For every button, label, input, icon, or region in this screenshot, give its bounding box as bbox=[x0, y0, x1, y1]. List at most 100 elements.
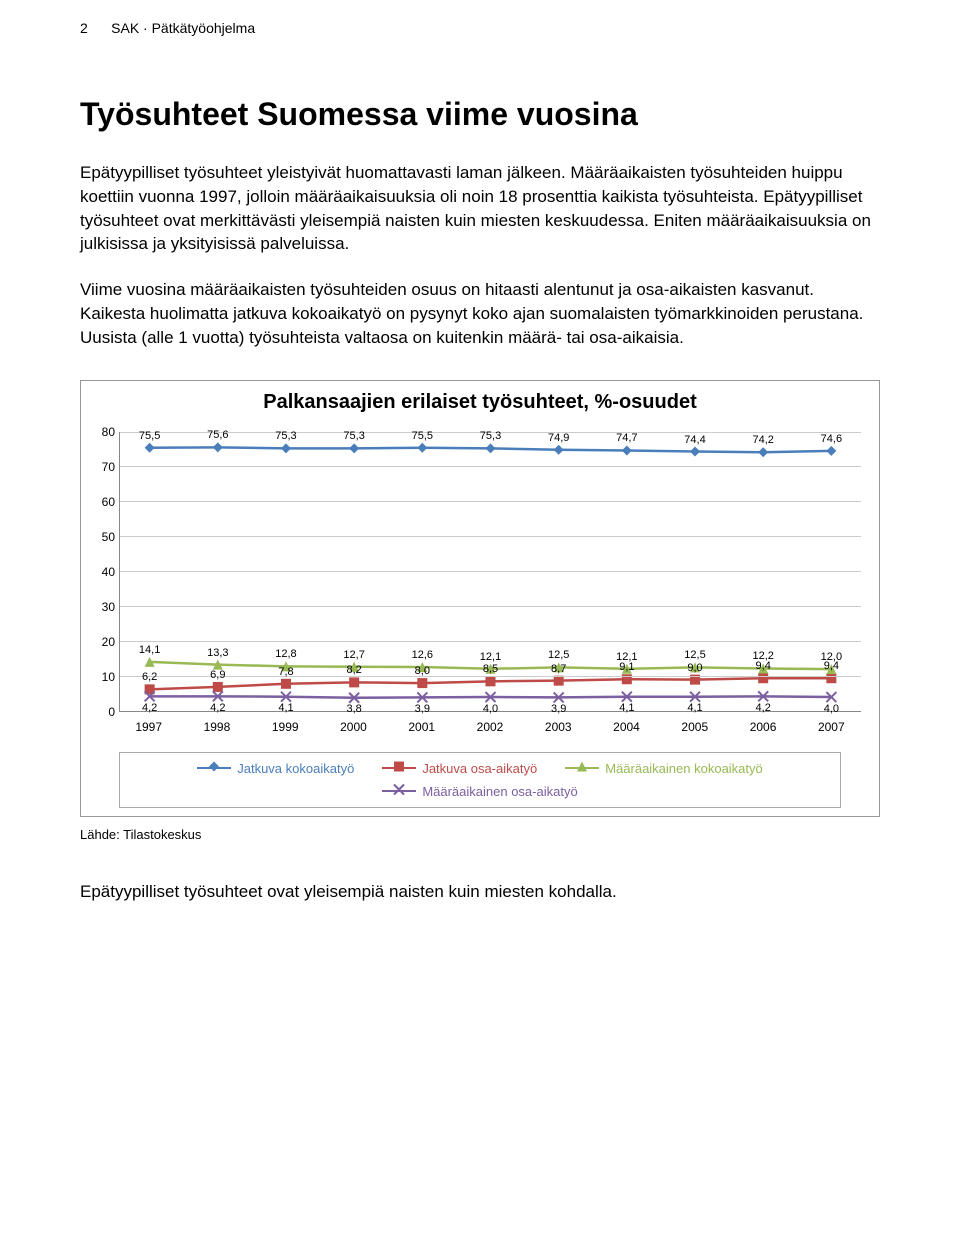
data-label: 75,5 bbox=[139, 430, 160, 442]
data-label: 74,6 bbox=[821, 433, 842, 445]
plot-area: 75,575,675,375,375,575,374,974,774,474,2… bbox=[119, 432, 861, 712]
data-label: 7,8 bbox=[278, 666, 293, 678]
series-marker bbox=[486, 676, 496, 686]
legend-marker-icon bbox=[565, 767, 599, 769]
data-label: 12,7 bbox=[343, 649, 364, 661]
legend-label: Määräaikainen osa-aikatyö bbox=[422, 784, 577, 799]
series-marker bbox=[281, 443, 291, 453]
data-label: 75,3 bbox=[275, 430, 296, 442]
data-label: 8,5 bbox=[483, 663, 498, 675]
legend-label: Määräaikainen kokoaikatyö bbox=[605, 761, 763, 776]
paragraph: Epätyypilliset työsuhteet ovat yleisempi… bbox=[80, 882, 880, 902]
series-marker bbox=[417, 678, 427, 688]
x-tick: 1998 bbox=[204, 720, 231, 734]
legend-item: Määräaikainen osa-aikatyö bbox=[382, 784, 577, 799]
series-marker bbox=[145, 442, 155, 452]
chart-plot: 01020304050607080 75,575,675,375,375,575… bbox=[119, 432, 861, 742]
x-tick: 2004 bbox=[613, 720, 640, 734]
y-axis: 01020304050607080 bbox=[89, 432, 117, 712]
data-label: 14,1 bbox=[139, 644, 160, 656]
chart-source: Lähde: Tilastokeskus bbox=[80, 827, 880, 842]
x-tick: 1997 bbox=[135, 720, 162, 734]
series-marker bbox=[690, 446, 700, 456]
series-marker bbox=[826, 445, 836, 455]
legend-label: Jatkuva kokoaikatyö bbox=[237, 761, 354, 776]
paragraph: Viime vuosina määräaikaisten työsuhteide… bbox=[80, 278, 880, 349]
data-label: 74,2 bbox=[752, 434, 773, 446]
x-tick: 2007 bbox=[818, 720, 845, 734]
x-axis: 1997199819992000200120022003200420052006… bbox=[119, 714, 861, 742]
series-marker bbox=[826, 673, 836, 683]
data-label: 8,0 bbox=[415, 665, 430, 677]
chart-container: Palkansaajien erilaiset työsuhteet, %-os… bbox=[80, 380, 880, 817]
data-label: 12,5 bbox=[684, 649, 705, 661]
y-tick: 80 bbox=[102, 425, 115, 439]
x-tick: 2001 bbox=[408, 720, 435, 734]
gridline bbox=[120, 676, 861, 677]
data-label: 8,2 bbox=[346, 664, 361, 676]
y-tick: 0 bbox=[108, 705, 115, 719]
gridline bbox=[120, 606, 861, 607]
x-tick: 1999 bbox=[272, 720, 299, 734]
page-number: 2 bbox=[80, 20, 88, 36]
y-tick: 40 bbox=[102, 565, 115, 579]
series-marker bbox=[554, 675, 564, 685]
page-header-label: SAK · Pätkätyöohjelma bbox=[111, 20, 255, 36]
data-label: 12,0 bbox=[821, 651, 842, 663]
x-tick: 2000 bbox=[340, 720, 367, 734]
data-label: 4,1 bbox=[278, 702, 293, 714]
chart-legend: Jatkuva kokoaikatyö Jatkuva osa-aikatyö Mä… bbox=[119, 752, 841, 808]
data-label: 8,7 bbox=[551, 663, 566, 675]
data-label: 75,6 bbox=[207, 429, 228, 441]
data-label: 75,3 bbox=[480, 430, 501, 442]
legend-marker-icon bbox=[382, 767, 416, 769]
series-marker bbox=[349, 443, 359, 453]
series-marker bbox=[213, 442, 223, 452]
page-title: Työsuhteet Suomessa viime vuosina bbox=[80, 96, 880, 133]
data-label: 74,7 bbox=[616, 432, 637, 444]
y-tick: 20 bbox=[102, 635, 115, 649]
gridline bbox=[120, 466, 861, 467]
legend-marker-icon bbox=[197, 767, 231, 769]
legend-label: Jatkuva osa-aikatyö bbox=[422, 761, 537, 776]
data-label: 12,5 bbox=[548, 649, 569, 661]
legend-item: Määräaikainen kokoaikatyö bbox=[565, 761, 763, 776]
y-tick: 30 bbox=[102, 600, 115, 614]
data-label: 74,9 bbox=[548, 432, 569, 444]
x-tick: 2006 bbox=[750, 720, 777, 734]
data-label: 4,1 bbox=[687, 702, 702, 714]
data-label: 12,1 bbox=[480, 651, 501, 663]
series-marker bbox=[554, 444, 564, 454]
y-tick: 60 bbox=[102, 495, 115, 509]
data-label: 13,3 bbox=[207, 647, 228, 659]
gridline bbox=[120, 501, 861, 502]
data-label: 12,6 bbox=[412, 649, 433, 661]
gridline bbox=[120, 536, 861, 537]
y-tick: 10 bbox=[102, 670, 115, 684]
chart-title: Palkansaajien erilaiset työsuhteet, %-os… bbox=[89, 391, 871, 414]
series-marker bbox=[281, 678, 291, 688]
data-label: 74,4 bbox=[684, 434, 705, 446]
series-marker bbox=[213, 682, 223, 692]
data-label: 4,2 bbox=[142, 702, 157, 714]
gridline bbox=[120, 571, 861, 572]
legend-item: Jatkuva osa-aikatyö bbox=[382, 761, 537, 776]
data-label: 4,2 bbox=[756, 702, 771, 714]
y-tick: 50 bbox=[102, 530, 115, 544]
x-tick: 2003 bbox=[545, 720, 572, 734]
data-label: 12,2 bbox=[752, 650, 773, 662]
data-label: 6,2 bbox=[142, 671, 157, 683]
data-label: 9,0 bbox=[687, 662, 702, 674]
x-tick: 2005 bbox=[681, 720, 708, 734]
data-label: 4,2 bbox=[210, 702, 225, 714]
data-label: 6,9 bbox=[210, 669, 225, 681]
data-label: 12,1 bbox=[616, 651, 637, 663]
data-label: 75,3 bbox=[343, 430, 364, 442]
series-marker bbox=[758, 673, 768, 683]
data-label: 9,1 bbox=[619, 661, 634, 673]
y-tick: 70 bbox=[102, 460, 115, 474]
legend-item: Jatkuva kokoaikatyö bbox=[197, 761, 354, 776]
series-marker bbox=[622, 445, 632, 455]
legend-marker-icon bbox=[382, 790, 416, 792]
data-label: 12,8 bbox=[275, 648, 296, 660]
